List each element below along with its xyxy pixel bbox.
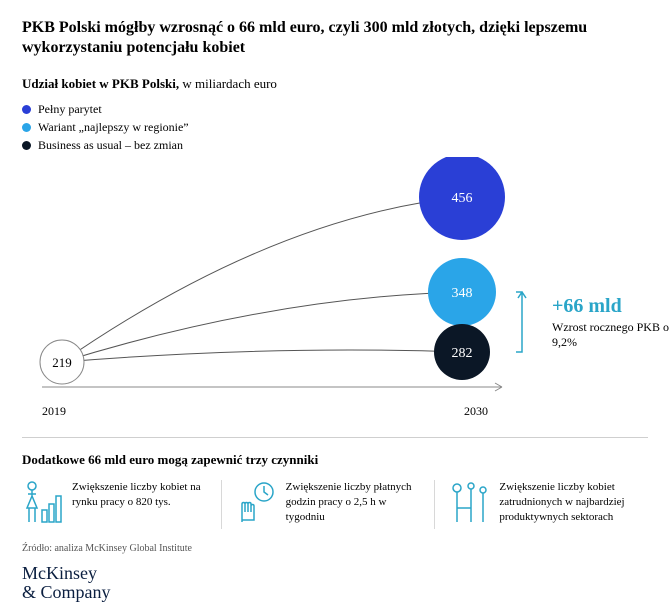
- legend-label: Business as usual – bez zmian: [38, 138, 183, 153]
- svg-text:219: 219: [52, 355, 72, 370]
- legend-label: Pełny parytet: [38, 102, 102, 117]
- legend-dot: [22, 123, 31, 132]
- factor-text: Zwiększenie liczby kobiet zatrudnionych …: [499, 480, 634, 525]
- chart-svg: 456 348 282 219: [22, 157, 652, 397]
- svg-text:456: 456: [452, 191, 473, 206]
- factor-text: Zwiększenie liczby kobiet na rynku pracy…: [72, 480, 207, 510]
- legend-dot: [22, 105, 31, 114]
- factors-title: Dodatkowe 66 mld euro mogą zapewnić trzy…: [22, 452, 648, 468]
- woman-bars-icon: [22, 480, 62, 529]
- brand-line2: & Company: [22, 583, 648, 602]
- callout: +66 mld Wzrost rocznego PKB o 9,2%: [552, 295, 670, 350]
- circuit-icon: [449, 480, 489, 529]
- factors: Zwiększenie liczby kobiet na rynku pracy…: [22, 480, 648, 529]
- legend-item: Business as usual – bez zmian: [22, 138, 648, 153]
- factor: Zwiększenie liczby kobiet na rynku pracy…: [22, 480, 221, 529]
- legend-dot: [22, 141, 31, 150]
- subtitle-rest: w miliardach euro: [179, 76, 277, 91]
- legend-label: Wariant „najlepszy w regionie”: [38, 120, 189, 135]
- chart: 456348282219 +66 mld Wzrost rocznego PKB…: [22, 157, 648, 402]
- legend: Pełny parytet Wariant „najlepszy w region…: [22, 102, 648, 153]
- callout-value: +66 mld: [552, 295, 670, 318]
- page-title: PKB Polski mógłby wzrosnąć o 66 mld euro…: [22, 18, 648, 58]
- brand-logo: McKinsey & Company: [22, 564, 648, 602]
- svg-text:282: 282: [452, 346, 473, 361]
- subtitle-bold: Udział kobiet w PKB Polski,: [22, 76, 179, 91]
- axis-labels: 2019 2030: [22, 404, 648, 419]
- brand-line1: McKinsey: [22, 564, 648, 583]
- factor: Zwiększenie liczby płatnych godzin pracy…: [221, 480, 435, 529]
- legend-item: Pełny parytet: [22, 102, 648, 117]
- factor-text: Zwiększenie liczby płatnych godzin pracy…: [286, 480, 421, 525]
- hand-clock-icon: [236, 480, 276, 529]
- divider: [22, 437, 648, 438]
- factor: Zwiększenie liczby kobiet zatrudnionych …: [434, 480, 648, 529]
- x-end-label: 2030: [464, 404, 488, 419]
- svg-text:348: 348: [452, 286, 473, 301]
- subtitle: Udział kobiet w PKB Polski, w miliardach…: [22, 76, 648, 92]
- legend-item: Wariant „najlepszy w regionie”: [22, 120, 648, 135]
- callout-desc: Wzrost rocznego PKB o 9,2%: [552, 320, 670, 350]
- source-text: Źródło: analiza McKinsey Global Institut…: [22, 543, 648, 554]
- x-start-label: 2019: [42, 404, 66, 419]
